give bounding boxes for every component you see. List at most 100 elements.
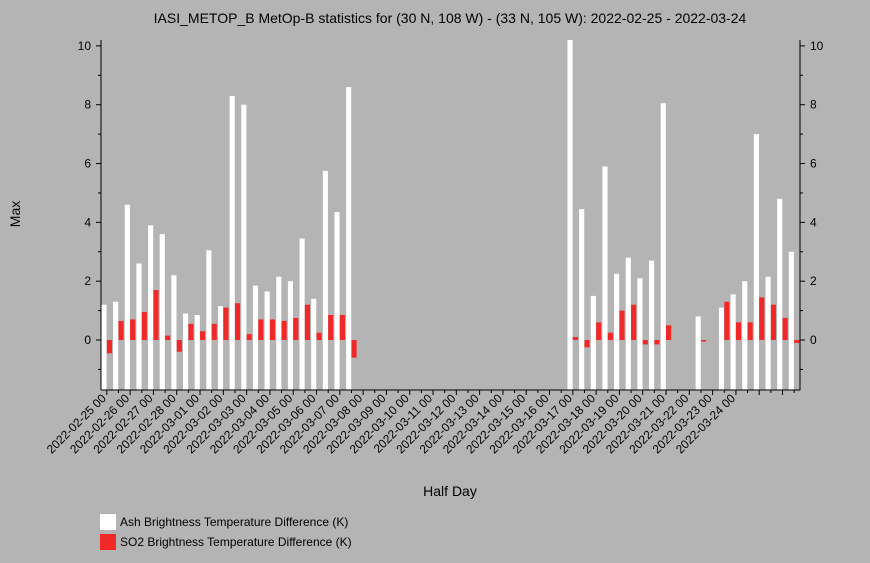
y-tick-label-right: 2 [810,274,817,288]
bar-ash [730,294,736,390]
chart-title: IASI_METOP_B MetOp-B statistics for (30 … [154,10,747,26]
bar-so2 [735,322,742,340]
y-axis-label: Max [7,201,23,227]
y-tick-label-left: 6 [84,157,91,171]
bar-ash [217,306,224,390]
bar-ash [241,104,247,391]
legend-item-ash: Ash Brightness Temperature Difference (K… [100,512,352,532]
y-tick-label-right: 6 [810,157,817,171]
bar-ash [602,166,608,390]
bar-so2 [176,340,182,352]
bar-ash [136,263,142,390]
bar-ash [567,40,573,390]
bar-ash [753,134,759,390]
bar-so2 [258,319,264,340]
bar-so2 [654,340,660,345]
bar-ash [264,291,270,390]
bar-so2 [246,334,252,340]
bar-ash [124,204,130,390]
bar-so2 [293,317,299,340]
legend: Ash Brightness Temperature Difference (K… [100,512,352,552]
bar-so2 [118,320,124,340]
bar-ash [299,238,305,390]
y-tick-label-left: 10 [78,39,92,53]
bar-ash [625,257,631,390]
bar-so2 [747,322,753,340]
legend-item-so2: SO2 Brightness Temperature Difference (K… [100,532,352,552]
bar-so2 [596,322,602,340]
bar-ash [159,234,165,390]
bar-so2 [642,340,648,345]
bar-so2 [223,307,229,340]
bar-so2 [607,332,613,340]
bar-ash [287,281,293,390]
bar-so2 [339,315,345,340]
bar-so2 [165,335,171,340]
bar-so2 [211,323,217,340]
bar-ash [206,250,212,390]
legend-label-so2: SO2 Brightness Temperature Difference (K… [120,535,352,549]
bar-so2 [153,290,159,340]
bar-so2 [188,323,194,340]
legend-swatch-so2 [100,534,116,550]
bar-so2 [269,319,276,340]
bar-ash [148,225,154,390]
bar-ash [777,198,783,390]
bar-so2 [572,337,578,340]
bar-so2 [304,304,311,340]
y-tick-label-left: 0 [84,333,91,347]
bar-so2 [200,331,206,340]
bar-so2 [700,340,707,342]
bar-ash [649,260,655,390]
bar-ash [695,316,701,390]
bar-so2 [281,320,287,340]
bar-so2 [782,317,788,340]
y-tick-label-left: 8 [84,98,91,112]
bar-so2 [724,301,730,340]
bars-group [101,40,800,391]
bar-so2 [770,304,777,340]
y-tick-label-left: 2 [84,274,91,288]
bar-ash [171,275,177,390]
y-tick-label-right: 0 [810,333,817,347]
bar-so2 [328,315,334,340]
bar-ash [614,273,620,390]
bar-ash [183,313,189,390]
y-tick-label-right: 4 [810,215,817,229]
bar-so2 [316,332,322,340]
bar-ash [194,315,200,390]
bar-ash [311,298,317,390]
x-axis-label: Half Day [423,483,477,499]
bar-so2 [351,340,357,358]
bar-ash [742,281,748,390]
bar-ash [590,295,596,390]
bar-so2 [794,340,800,343]
bar-ash [660,103,666,390]
bar-ash [276,276,282,390]
bar-ash [334,212,340,390]
bar-ash [637,278,643,390]
bar-ash [101,304,107,390]
bar-so2 [759,297,765,340]
bar-ash [788,251,794,390]
y-tick-label-right: 10 [810,39,824,53]
bar-so2 [141,312,147,340]
bar-ash [252,285,259,390]
bar-ash [322,170,328,390]
bar-ash [229,95,235,390]
bar-so2 [631,304,637,340]
bar-ash [765,276,771,390]
bar-ash [718,307,725,390]
bar-so2 [666,325,672,340]
y-tick-label-right: 8 [810,98,817,112]
bar-so2 [234,303,241,340]
bar-so2 [106,340,112,354]
legend-swatch-ash [100,514,116,530]
bar-so2 [130,319,136,340]
bar-ash [346,87,352,390]
bar-so2 [584,340,590,348]
legend-label-ash: Ash Brightness Temperature Difference (K… [120,515,349,529]
bar-ash [579,209,585,390]
bar-ash [113,301,119,390]
